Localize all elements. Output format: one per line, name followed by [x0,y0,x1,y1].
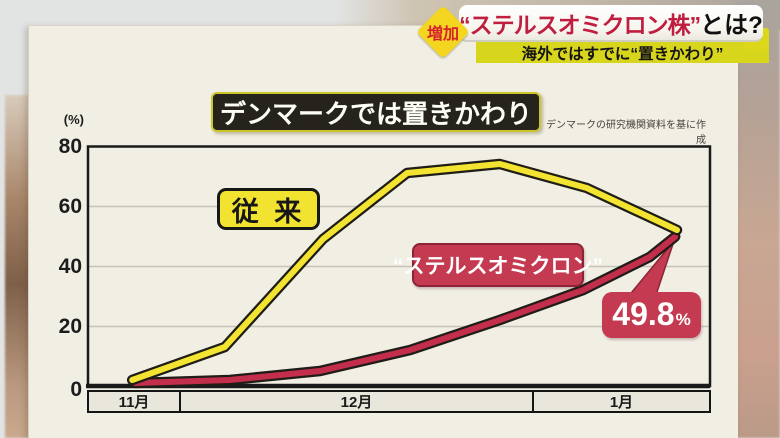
series-label-stealth-omicron: “ステルスオミクロン” [393,243,603,287]
series-label-conventional: 従 来 [217,188,320,230]
y-tick-60: 60 [58,195,82,218]
subtitle-banner: 海外ではすでに“置きかわり” [476,42,769,63]
headline-emphasis: “ステルスオミクロン株” [459,11,701,38]
y-tick-80: 80 [58,135,82,158]
headline-banner: “ステルスオミクロン株” とは? [459,5,763,42]
value-callout: 49.8% [602,292,701,338]
y-tick-20: 20 [58,315,82,338]
series-line-conventional [129,161,680,383]
series-line-stealth-omicron [132,233,679,386]
x-label-november: 11月 [118,394,150,411]
chart-title: デンマークでは置きかわり [211,92,541,132]
x-label-january: 1月 [609,394,634,411]
y-tick-0: 0 [70,378,82,401]
increase-badge-label: 増加 [426,26,459,43]
y-axis-unit: (%) [63,112,84,127]
series-layer [126,158,683,389]
headline-rest: とは? [700,12,763,39]
callout-value: 49.8 [612,296,675,332]
increase-badge: 増加 [416,5,470,59]
x-label-december: 12月 [340,394,373,411]
chart-source-note: デンマークの研究機関資料を基に作成 [546,120,706,146]
callout-unit: % [675,310,691,329]
month-band [87,390,711,413]
studio-background-right [736,0,780,438]
y-tick-40: 40 [58,255,82,278]
